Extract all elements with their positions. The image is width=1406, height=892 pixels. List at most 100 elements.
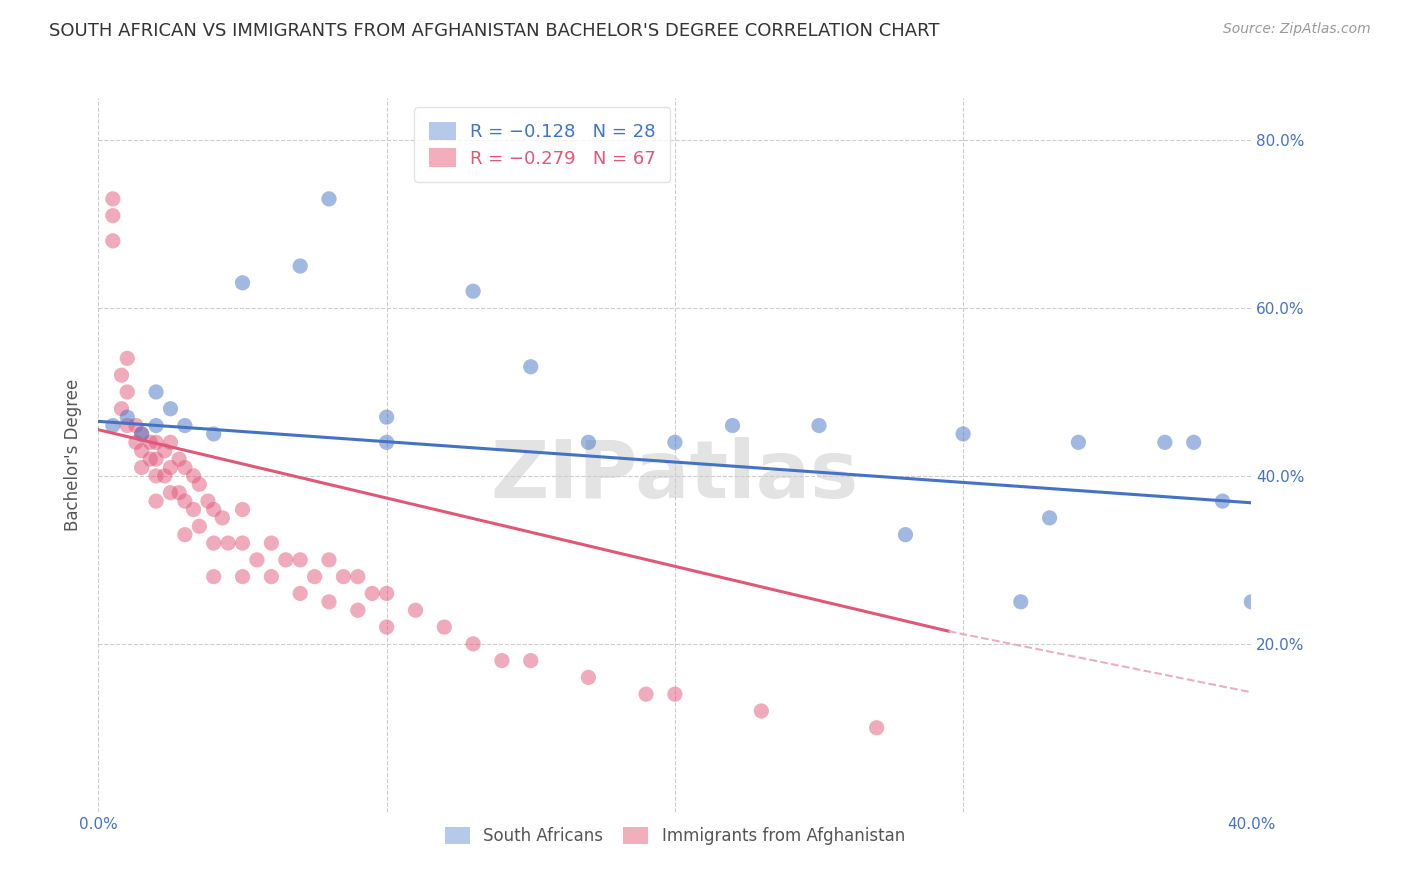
Point (183, 502, 205, 516)
Point (125, 418, 148, 433)
Point (461, 637, 484, 651)
Point (167, 485, 190, 500)
Point (117, 410, 139, 425)
Point (188, 477, 211, 491)
Point (145, 435, 167, 450)
Point (174, 527, 197, 541)
Point (159, 435, 181, 450)
Point (159, 460, 181, 475)
Point (375, 586, 398, 600)
Point (139, 435, 162, 450)
Point (433, 620, 456, 634)
Point (145, 494, 167, 508)
Point (131, 426, 153, 441)
Point (346, 569, 368, 583)
Point (274, 553, 297, 567)
Point (202, 569, 225, 583)
Point (211, 511, 233, 525)
Point (197, 494, 219, 508)
Point (1067, 435, 1090, 450)
Point (318, 553, 340, 567)
Point (290, 553, 312, 567)
Point (1154, 435, 1177, 450)
Point (304, 569, 326, 583)
Point (231, 276, 254, 290)
Point (174, 494, 197, 508)
Point (183, 469, 205, 483)
Point (174, 418, 197, 433)
Point (260, 569, 283, 583)
Point (101, 418, 124, 433)
Point (231, 536, 254, 550)
Point (246, 553, 269, 567)
Point (664, 435, 686, 450)
Point (636, 687, 658, 701)
Point (117, 351, 139, 366)
Point (520, 654, 543, 668)
Point (145, 418, 167, 433)
Point (332, 569, 354, 583)
Point (375, 435, 398, 450)
Point (375, 410, 398, 425)
Point (145, 384, 167, 399)
Point (1212, 494, 1234, 508)
Point (405, 603, 427, 617)
Point (131, 426, 153, 441)
Point (202, 426, 225, 441)
Text: Source: ZipAtlas.com: Source: ZipAtlas.com (1223, 22, 1371, 37)
Point (520, 359, 543, 374)
Point (346, 603, 368, 617)
Point (751, 704, 773, 718)
Point (318, 192, 340, 206)
Point (461, 284, 484, 298)
Point (231, 569, 254, 583)
Point (110, 368, 132, 383)
Point (202, 536, 225, 550)
Point (101, 209, 124, 223)
Point (1010, 595, 1032, 609)
Point (721, 418, 744, 433)
Point (139, 452, 162, 467)
Point (664, 687, 686, 701)
Point (131, 443, 153, 458)
Point (117, 384, 139, 399)
Point (153, 443, 176, 458)
Point (361, 586, 384, 600)
Point (202, 502, 225, 516)
Point (578, 670, 600, 684)
Point (866, 721, 889, 735)
Point (167, 452, 190, 467)
Point (231, 502, 254, 516)
Point (125, 435, 148, 450)
Point (145, 452, 167, 467)
Point (1039, 511, 1062, 525)
Text: ZIPatlas: ZIPatlas (491, 437, 859, 516)
Point (188, 519, 211, 533)
Point (1240, 595, 1263, 609)
Point (174, 460, 197, 475)
Text: SOUTH AFRICAN VS IMMIGRANTS FROM AFGHANISTAN BACHELOR'S DEGREE CORRELATION CHART: SOUTH AFRICAN VS IMMIGRANTS FROM AFGHANI… (49, 22, 939, 40)
Point (375, 620, 398, 634)
Point (101, 192, 124, 206)
Point (318, 595, 340, 609)
Point (290, 259, 312, 273)
Y-axis label: Bachelor's Degree: Bachelor's Degree (65, 379, 83, 531)
Point (894, 527, 917, 541)
Point (491, 654, 513, 668)
Point (145, 469, 167, 483)
Point (260, 536, 283, 550)
Point (808, 418, 831, 433)
Point (290, 586, 312, 600)
Point (159, 401, 181, 416)
Point (578, 435, 600, 450)
Point (153, 469, 176, 483)
Point (217, 536, 239, 550)
Point (110, 401, 132, 416)
Point (159, 485, 181, 500)
Point (117, 418, 139, 433)
Point (1182, 435, 1205, 450)
Legend: South Africans, Immigrants from Afghanistan: South Africans, Immigrants from Afghanis… (437, 819, 912, 854)
Point (952, 426, 974, 441)
Point (131, 460, 153, 475)
Point (101, 234, 124, 248)
